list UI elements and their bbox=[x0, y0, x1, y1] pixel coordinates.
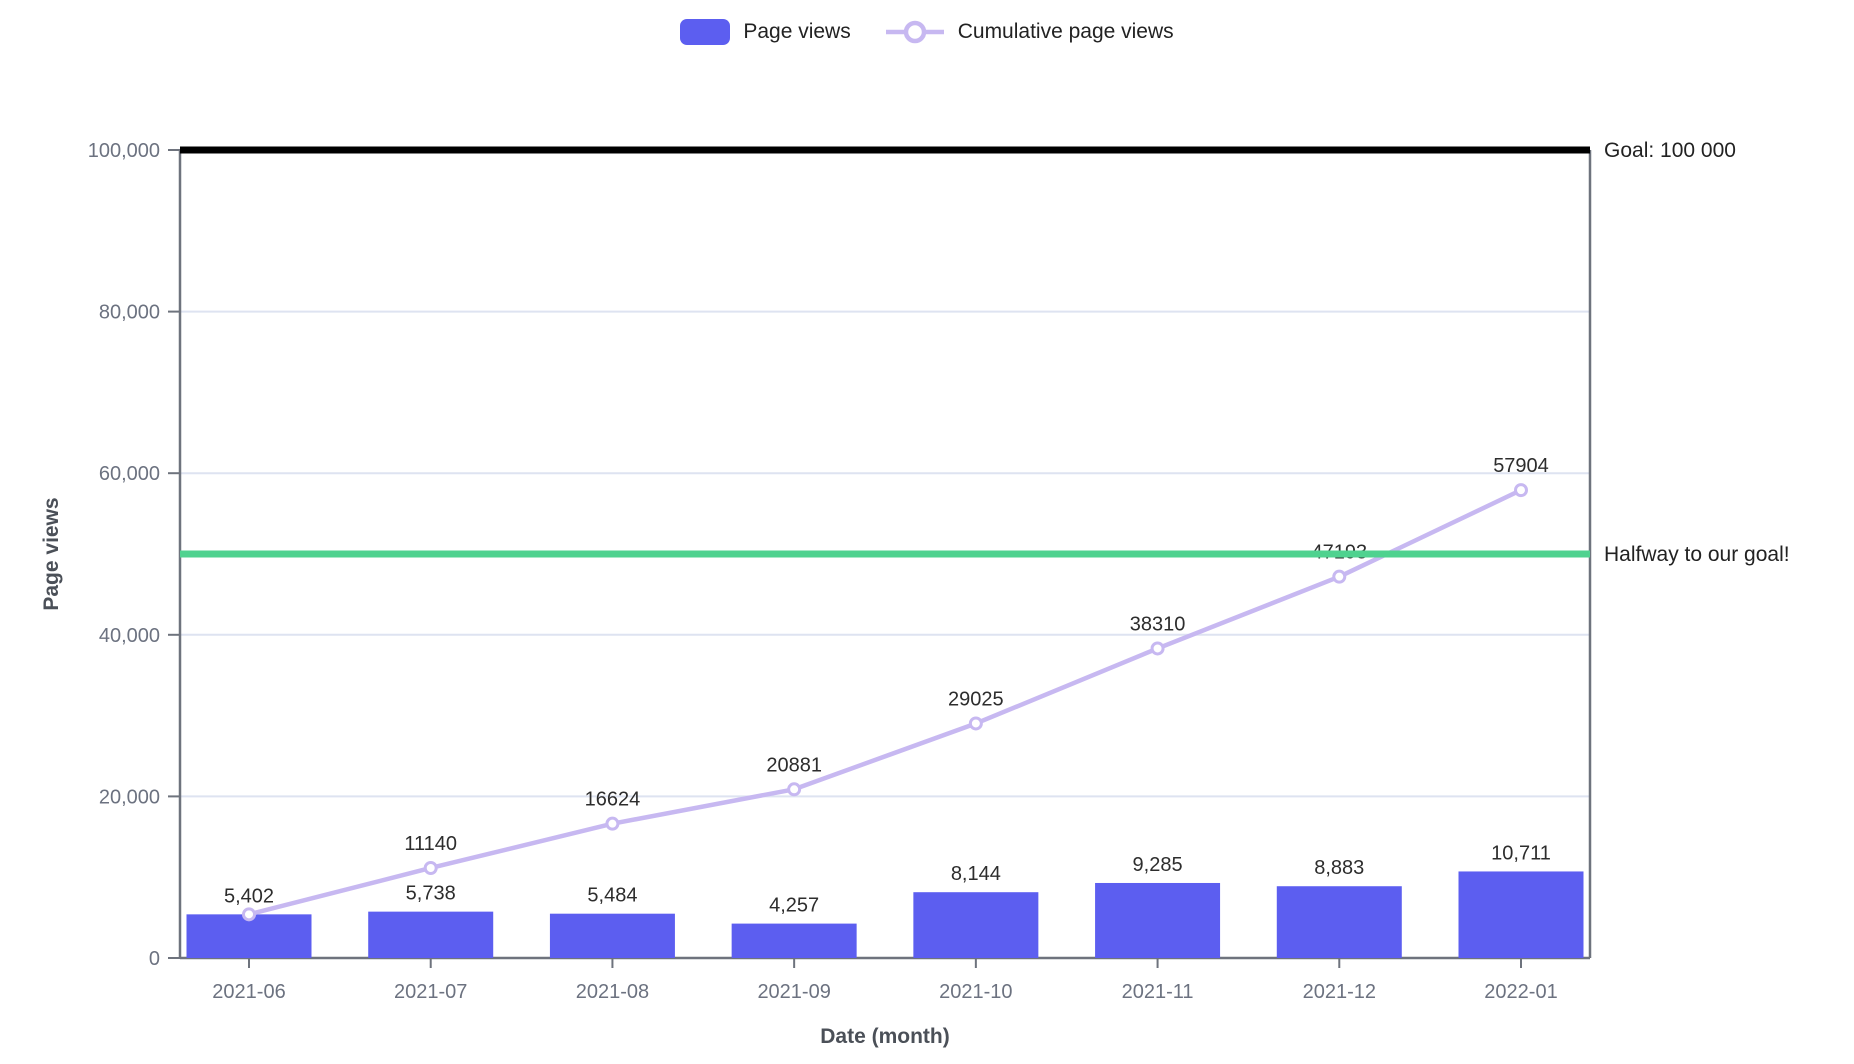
x-tick-label: 2021-08 bbox=[576, 981, 649, 1003]
y-tick-label: 0 bbox=[149, 948, 160, 970]
x-tick-label: 2022-01 bbox=[1484, 981, 1557, 1003]
line-marker-swatch-icon bbox=[885, 20, 944, 44]
line-point-marker[interactable] bbox=[1150, 641, 1165, 656]
y-tick-label: 100,000 bbox=[88, 140, 160, 162]
x-tick-label: 2021-09 bbox=[757, 981, 830, 1003]
bar-value-label: 4,257 bbox=[769, 895, 819, 917]
cumulative-value-label: 20881 bbox=[766, 754, 822, 776]
halfway-annotation-label: Halfway to our goal! bbox=[1604, 543, 1790, 566]
legend-item-page-views[interactable]: Page views bbox=[680, 19, 851, 45]
cumulative-value-label: 57904 bbox=[1493, 455, 1549, 477]
x-axis-title: Date (month) bbox=[820, 1025, 950, 1048]
bar-value-label: 10,711 bbox=[1491, 842, 1551, 864]
bar[interactable] bbox=[1095, 882, 1221, 958]
bar[interactable] bbox=[731, 923, 857, 958]
x-tick-label: 2021-11 bbox=[1122, 981, 1194, 1003]
line-point-marker[interactable] bbox=[1332, 569, 1347, 584]
bar-value-label: 5,484 bbox=[587, 885, 637, 907]
line-point-marker[interactable] bbox=[423, 860, 438, 875]
y-tick-label: 60,000 bbox=[99, 463, 160, 485]
x-tick-label: 2021-12 bbox=[1303, 981, 1376, 1003]
line-point-marker[interactable] bbox=[605, 816, 620, 831]
y-tick-label: 80,000 bbox=[99, 302, 160, 324]
bar[interactable] bbox=[368, 911, 494, 958]
cumulative-line bbox=[248, 488, 1522, 917]
cumulative-value-label: 29025 bbox=[948, 688, 1004, 710]
y-tick-label: 20,000 bbox=[99, 786, 160, 808]
legend-label-cumulative: Cumulative page views bbox=[957, 20, 1174, 43]
line-point-marker[interactable] bbox=[1514, 483, 1528, 498]
bar-value-label: 5,402 bbox=[224, 885, 274, 907]
cumulative-value-label: 16624 bbox=[585, 789, 641, 811]
x-tick-label: 2021-06 bbox=[212, 981, 285, 1003]
bar-value-label: 5,738 bbox=[406, 883, 456, 905]
cumulative-value-label: 38310 bbox=[1130, 613, 1186, 635]
line-point-marker[interactable] bbox=[787, 782, 802, 797]
bar-value-label: 8,144 bbox=[951, 863, 1001, 885]
bar-swatch-icon bbox=[680, 19, 731, 45]
line-point-marker[interactable] bbox=[242, 907, 256, 922]
goal-annotation-label: Goal: 100 000 bbox=[1604, 139, 1736, 162]
bar[interactable] bbox=[913, 892, 1039, 958]
x-tick-label: 2021-07 bbox=[394, 981, 467, 1003]
bar-value-label: 8,883 bbox=[1314, 857, 1364, 879]
y-axis-title: Page views bbox=[40, 497, 63, 610]
legend-label-page-views: Page views bbox=[743, 20, 851, 43]
bar[interactable] bbox=[549, 913, 675, 958]
legend-item-cumulative[interactable]: Cumulative page views bbox=[885, 17, 1174, 47]
bar[interactable] bbox=[186, 914, 312, 958]
chart-legend: Page views Cumulative page views bbox=[0, 12, 1854, 52]
line-point-marker[interactable] bbox=[968, 716, 983, 731]
bar[interactable] bbox=[1276, 886, 1402, 958]
y-tick-label: 40,000 bbox=[99, 625, 160, 647]
cumulative-value-label: 11140 bbox=[404, 833, 457, 855]
bar[interactable] bbox=[1458, 871, 1584, 958]
bar-value-label: 9,285 bbox=[1133, 854, 1183, 876]
x-tick-label: 2021-10 bbox=[939, 981, 1012, 1003]
